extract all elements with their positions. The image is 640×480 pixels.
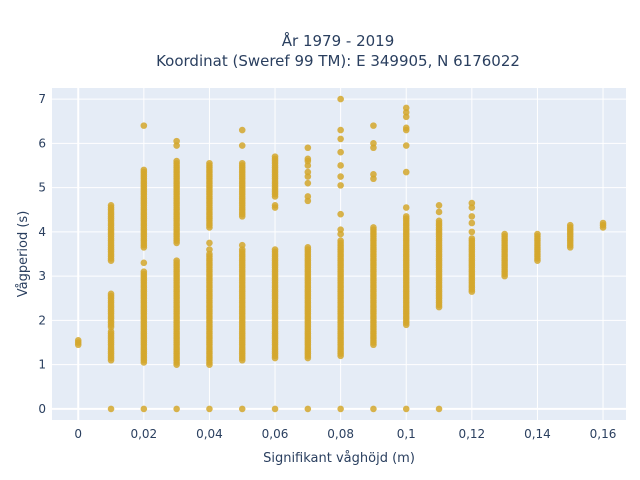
data-point (238, 126, 246, 134)
data-point (599, 219, 607, 227)
data-point (304, 179, 312, 187)
data-point (304, 155, 312, 163)
y-axis-title: Vågperiod (s) (16, 211, 31, 298)
data-point (206, 246, 213, 253)
data-point (140, 166, 148, 174)
data-point (337, 148, 344, 156)
data-point (337, 135, 344, 143)
data-point (238, 142, 246, 149)
y-tick-label: 3 (38, 269, 46, 283)
data-point (370, 140, 377, 147)
x-axis-title: Signifikant våghöjd (m) (263, 451, 415, 466)
data-point (304, 144, 312, 152)
x-tick-label: 0,02 (130, 427, 157, 441)
data-point (271, 202, 279, 209)
data-point (304, 168, 312, 176)
data-point (370, 122, 377, 129)
data-point (370, 224, 377, 231)
data-point (468, 228, 476, 236)
data-point (304, 405, 312, 413)
data-point (435, 405, 443, 413)
data-point (173, 257, 180, 264)
y-tick-label: 4 (38, 225, 46, 239)
data-point (337, 173, 344, 180)
x-tick-label: 0,08 (327, 427, 354, 441)
data-points (74, 95, 607, 413)
data-point (402, 405, 410, 413)
data-point (402, 104, 410, 112)
data-point (173, 157, 180, 165)
data-point (566, 221, 574, 229)
x-tick-label: 0,14 (524, 427, 551, 441)
y-tick-label: 7 (38, 92, 46, 106)
data-point (337, 237, 344, 245)
y-tick-label: 2 (38, 313, 46, 327)
data-point (337, 95, 344, 103)
data-point (140, 268, 148, 276)
data-point (337, 405, 344, 413)
x-tick-label: 0,06 (262, 427, 289, 441)
data-point (271, 405, 279, 413)
data-point (468, 219, 476, 227)
x-tick-label: 0,1 (397, 427, 416, 441)
data-point (107, 202, 115, 209)
y-tick-label: 5 (38, 181, 46, 195)
data-point (173, 137, 180, 145)
data-point (337, 126, 344, 134)
data-point (206, 239, 213, 247)
data-point (238, 405, 246, 413)
data-point (468, 199, 476, 207)
data-point (206, 159, 213, 167)
data-point (435, 202, 443, 209)
data-point (206, 405, 213, 413)
data-point (468, 213, 476, 220)
data-point (304, 244, 312, 251)
data-point (435, 217, 443, 225)
data-point (238, 159, 246, 167)
data-point (140, 122, 148, 129)
data-point (501, 230, 508, 238)
data-point (468, 235, 476, 242)
data-point (337, 210, 344, 218)
x-tick-label: 0 (74, 427, 82, 441)
data-point (238, 241, 246, 249)
y-axis-ticks: 0 1 2 3 4 5 6 7 (38, 92, 46, 416)
data-point (435, 208, 443, 216)
data-point (271, 246, 279, 253)
x-tick-label: 0,12 (458, 427, 485, 441)
data-point (337, 226, 344, 233)
data-point (74, 337, 82, 344)
data-point (173, 405, 180, 413)
data-point (370, 171, 377, 178)
x-tick-label: 0,16 (590, 427, 617, 441)
data-point (370, 405, 377, 413)
data-point (337, 182, 344, 189)
data-point (534, 230, 541, 238)
data-point (271, 153, 279, 160)
data-point (402, 142, 410, 149)
data-point (402, 168, 410, 176)
x-tick-label: 0,04 (196, 427, 223, 441)
chart-title: År 1979 - 2019 (282, 31, 395, 50)
chart-subtitle: Koordinat (Sweref 99 TM): E 349905, N 61… (156, 52, 520, 70)
y-tick-label: 0 (38, 402, 46, 416)
data-point (107, 290, 115, 298)
data-point (107, 405, 115, 413)
data-point (402, 204, 410, 211)
data-point (140, 405, 148, 413)
y-tick-label: 1 (38, 358, 46, 372)
data-point (402, 213, 410, 220)
y-tick-label: 6 (38, 136, 46, 150)
data-point (337, 162, 344, 169)
data-point (402, 124, 410, 132)
data-point (304, 193, 312, 200)
x-axis-ticks: 0 0,02 0,04 0,06 0,08 0,1 0,12 0,14 0,16 (74, 427, 616, 441)
data-point (140, 259, 148, 267)
